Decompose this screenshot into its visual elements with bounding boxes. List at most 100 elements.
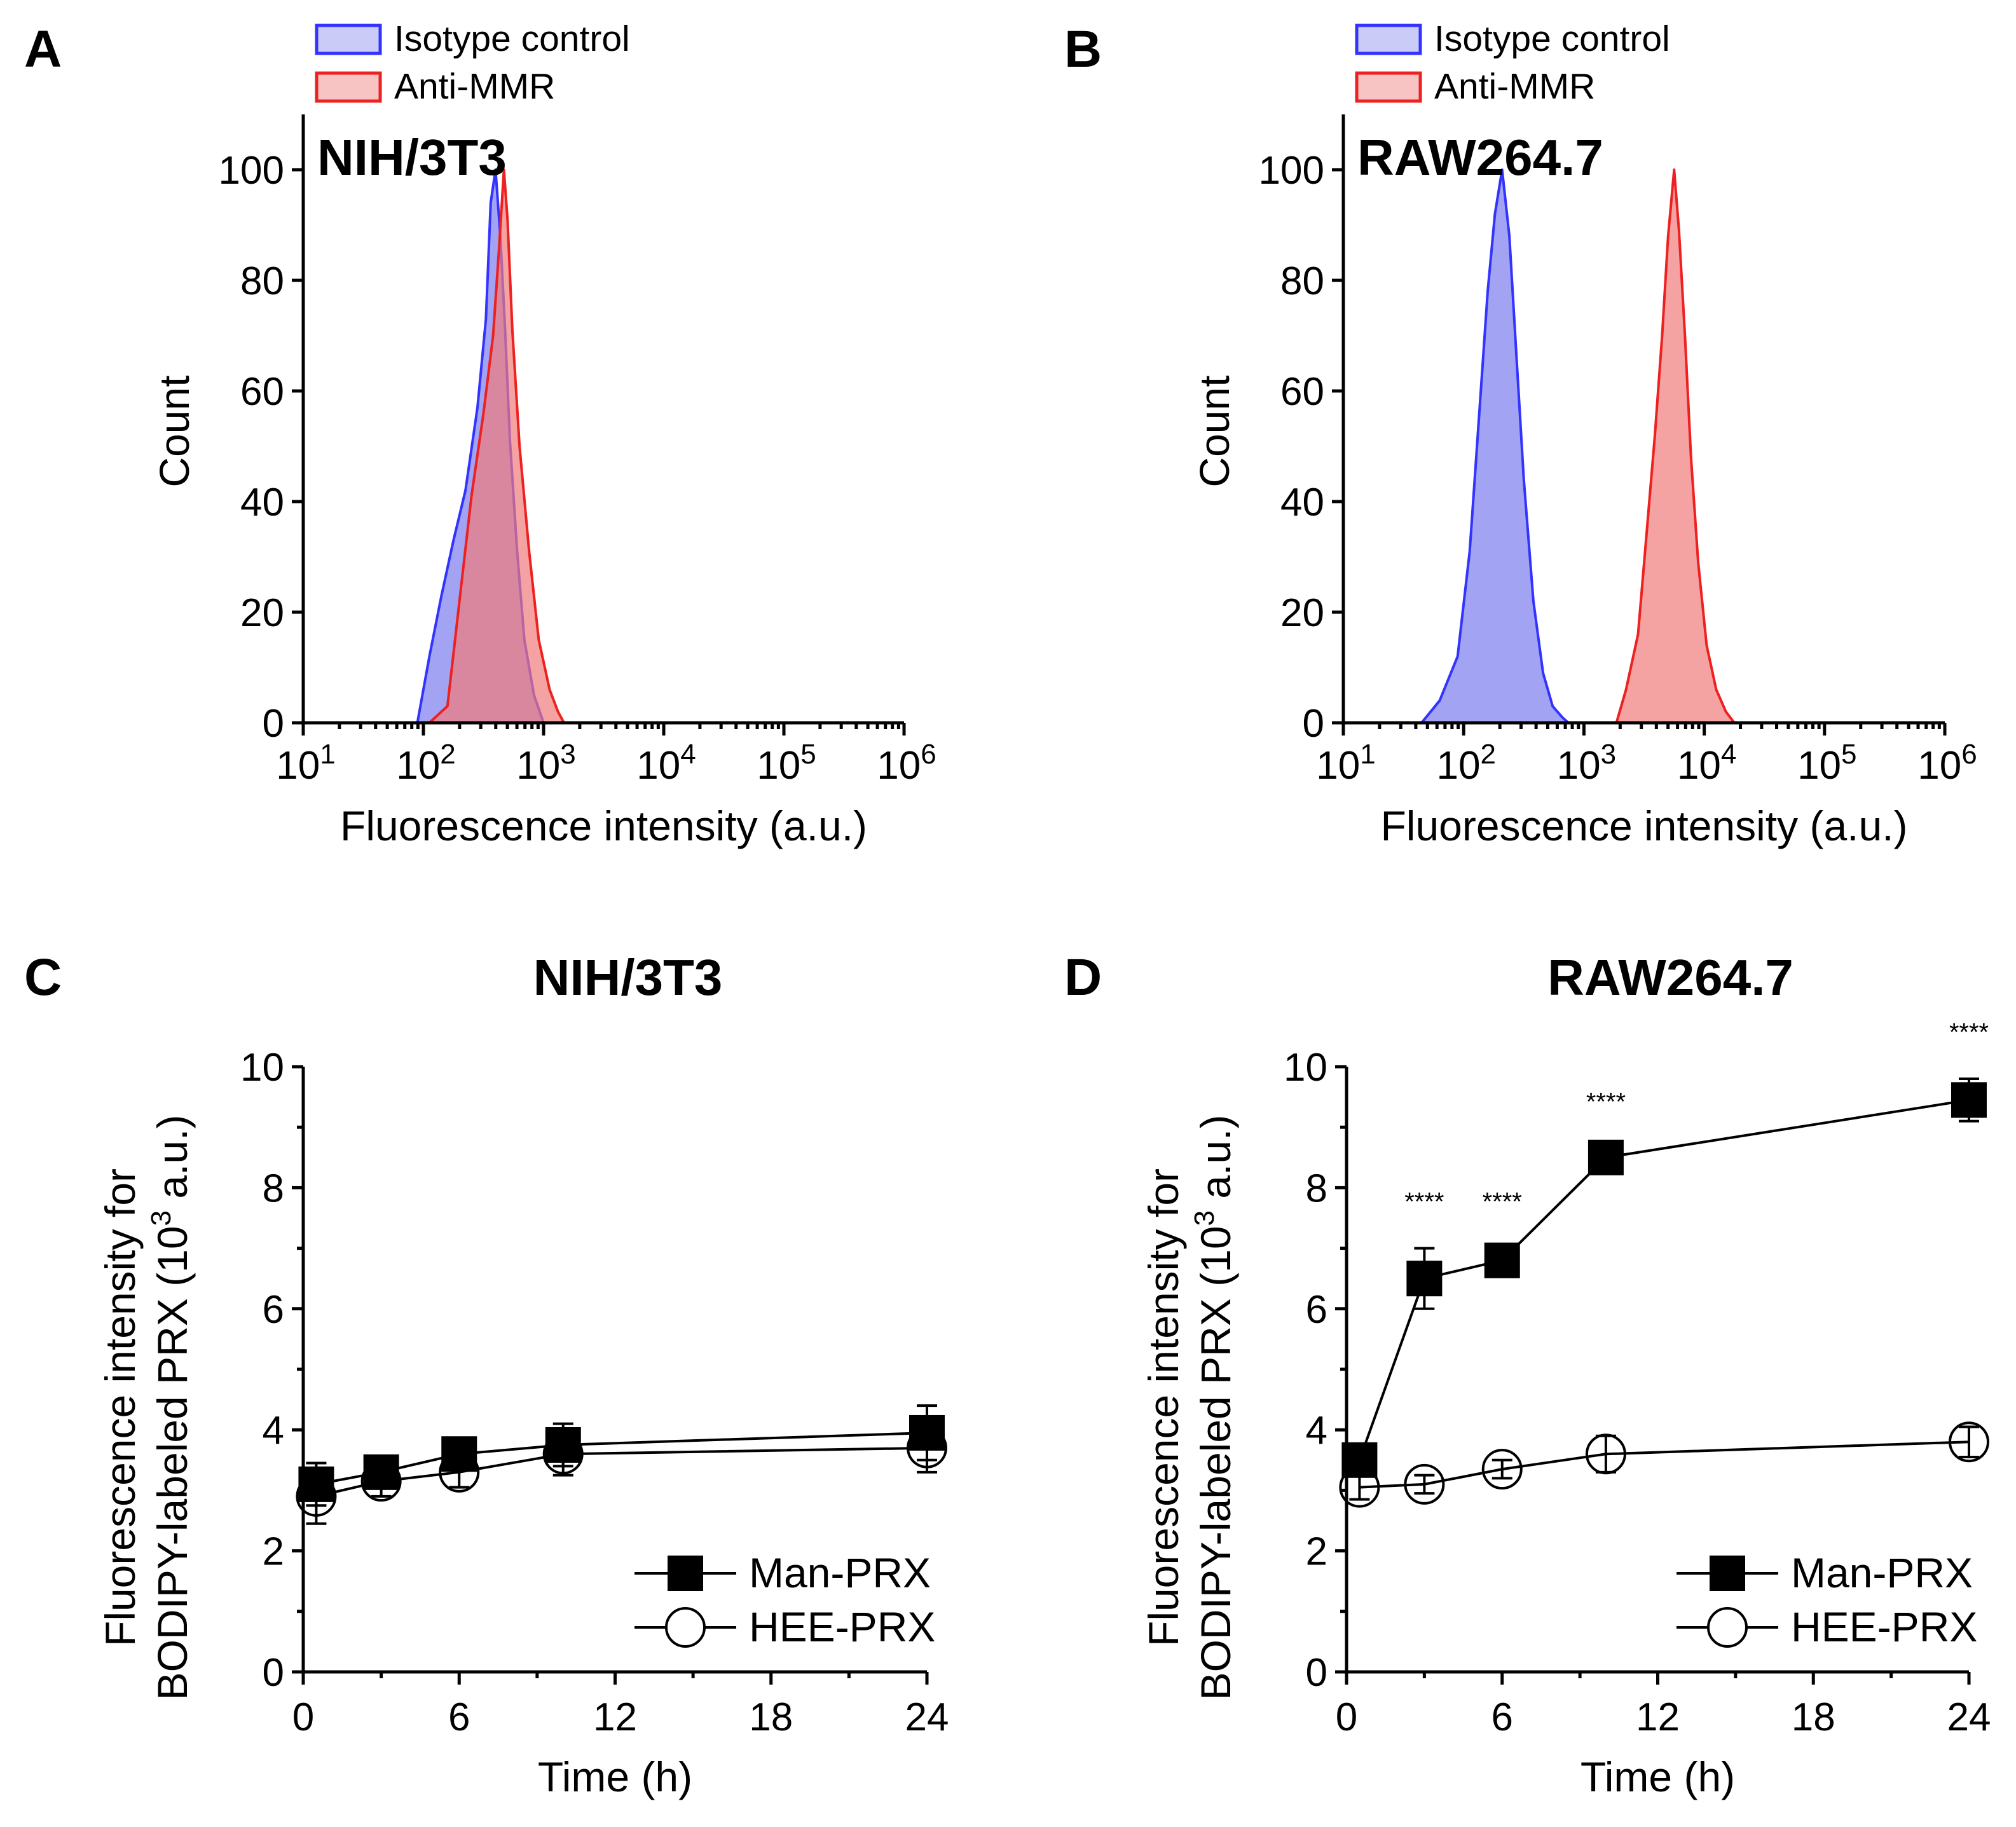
y-axis-label: Count: [1191, 375, 1238, 487]
panel-label-b: B: [1064, 20, 1102, 78]
x-tick-label: 104: [636, 739, 696, 788]
y-tick-label: 4: [1306, 1409, 1327, 1453]
y-tick-label: 2: [1306, 1530, 1327, 1574]
y-tick-label: 40: [1280, 481, 1324, 524]
legend-label-anti-mmr: Anti-MMR: [394, 66, 555, 107]
y-tick-label: 20: [240, 591, 284, 635]
legend-label-man-prx: Man-PRX: [749, 1549, 931, 1596]
x-tick-label: 103: [516, 739, 575, 788]
x-tick-label: 101: [276, 739, 335, 788]
legend-marker-man-prx: [1710, 1556, 1745, 1591]
marker-man-prx: [298, 1466, 334, 1502]
y-tick-label: 6: [1306, 1288, 1327, 1332]
y-axis-label-line1: Fluorescence intensity for: [97, 1168, 144, 1646]
legend-swatch-anti-mmr: [315, 71, 382, 103]
legend-marker-hee-prx: [1707, 1607, 1748, 1648]
marker-man-prx: [545, 1427, 581, 1463]
marker-man-prx: [363, 1454, 399, 1490]
histogram-isotype: [1420, 168, 1570, 724]
x-tick-label: 24: [1947, 1695, 1991, 1739]
x-tick-label: 101: [1316, 739, 1375, 788]
legend-marker-man-prx: [668, 1556, 703, 1591]
marker-man-prx: [1587, 1139, 1624, 1175]
x-axis-label: Time (h): [538, 1753, 692, 1800]
marker-man-prx: [1341, 1442, 1378, 1478]
marker-man-prx: [1406, 1261, 1443, 1297]
histogram-anti-mmr: [1615, 168, 1736, 724]
x-tick-label: 18: [1792, 1695, 1835, 1739]
y-tick-label: 0: [263, 1651, 284, 1695]
panel-label-d: D: [1064, 948, 1102, 1006]
y-tick-label: 100: [1259, 149, 1324, 193]
x-tick-label: 12: [1636, 1695, 1680, 1739]
legend-label-hee-prx: HEE-PRX: [749, 1603, 935, 1650]
significance-label: ****: [1483, 1188, 1522, 1216]
plot-title: NIH/3T3: [317, 129, 507, 186]
y-tick-label: 80: [240, 259, 284, 303]
x-tick-label: 102: [1436, 739, 1495, 788]
x-tick-label: 6: [448, 1695, 470, 1739]
significance-label: ****: [1404, 1188, 1444, 1216]
marker-man-prx: [909, 1414, 945, 1451]
legend-label-isotype: Isotype control: [1434, 18, 1670, 59]
plot-title: RAW264.7: [1357, 129, 1603, 186]
x-tick-label: 105: [1797, 739, 1856, 788]
histogram-anti-mmr: [428, 168, 566, 724]
x-tick-label: 106: [877, 739, 936, 788]
marker-hee-prx: [1585, 1434, 1626, 1475]
legend-marker-hee-prx: [665, 1607, 706, 1648]
legend-label-isotype: Isotype control: [394, 18, 630, 59]
x-tick-label: 18: [749, 1695, 793, 1739]
series-line-man-prx: [316, 1432, 928, 1486]
x-tick-label: 24: [905, 1695, 949, 1739]
y-tick-label: 10: [1284, 1046, 1327, 1090]
x-tick-label: 103: [1557, 739, 1616, 788]
significance-label: ****: [1949, 1018, 1989, 1046]
x-tick-label: 12: [593, 1695, 637, 1739]
y-axis-label-line2: BODIPY-labeled PRX (103 a.u.): [146, 1115, 196, 1700]
marker-hee-prx: [1949, 1421, 1989, 1463]
x-tick-label: 105: [757, 739, 816, 788]
y-tick-label: 0: [263, 702, 284, 746]
y-tick-label: 4: [263, 1409, 284, 1453]
x-axis-label: Time (h): [1581, 1753, 1735, 1800]
x-tick-label: 0: [1336, 1695, 1357, 1739]
significance-label: ****: [1586, 1088, 1626, 1116]
legend-label-man-prx: Man-PRX: [1791, 1549, 1973, 1596]
y-tick-label: 10: [240, 1046, 284, 1090]
x-tick-label: 0: [292, 1695, 314, 1739]
x-tick-label: 106: [1917, 739, 1977, 788]
legend-swatch-anti-mmr: [1355, 71, 1422, 103]
marker-hee-prx: [1481, 1449, 1523, 1490]
x-axis-label: Fluorescence intensity (a.u.): [1380, 802, 1907, 849]
y-axis-label-line2: BODIPY-labeled PRX (103 a.u.): [1189, 1115, 1239, 1700]
legend-label-anti-mmr: Anti-MMR: [1434, 66, 1595, 107]
y-tick-label: 8: [1306, 1167, 1327, 1210]
x-axis-label: Fluorescence intensity (a.u.): [340, 802, 867, 849]
marker-man-prx: [441, 1436, 477, 1472]
panel-label-c: C: [24, 948, 62, 1006]
legend-swatch-isotype: [1355, 24, 1422, 55]
panel-label-a: A: [24, 20, 62, 78]
y-axis-label: Count: [151, 375, 198, 487]
x-tick-label: 6: [1491, 1695, 1513, 1739]
plot-title: NIH/3T3: [533, 949, 723, 1006]
y-tick-label: 40: [240, 481, 284, 524]
y-tick-label: 80: [1280, 259, 1324, 303]
y-tick-label: 60: [240, 370, 284, 414]
y-tick-label: 100: [219, 149, 284, 193]
y-tick-label: 2: [263, 1530, 284, 1574]
plot-title: RAW264.7: [1547, 949, 1793, 1006]
series-line-hee-prx: [315, 1446, 928, 1498]
y-tick-label: 20: [1280, 591, 1324, 635]
x-tick-label: 104: [1677, 739, 1736, 788]
y-tick-label: 0: [1306, 1651, 1327, 1695]
x-tick-label: 102: [396, 739, 455, 788]
series-line-man-prx: [1358, 1098, 1970, 1461]
series-line-hee-prx: [1359, 1440, 1970, 1489]
legend-label-hee-prx: HEE-PRX: [1791, 1603, 1977, 1650]
marker-man-prx: [1951, 1082, 1987, 1118]
marker-man-prx: [1484, 1242, 1520, 1278]
y-tick-label: 8: [263, 1167, 284, 1210]
